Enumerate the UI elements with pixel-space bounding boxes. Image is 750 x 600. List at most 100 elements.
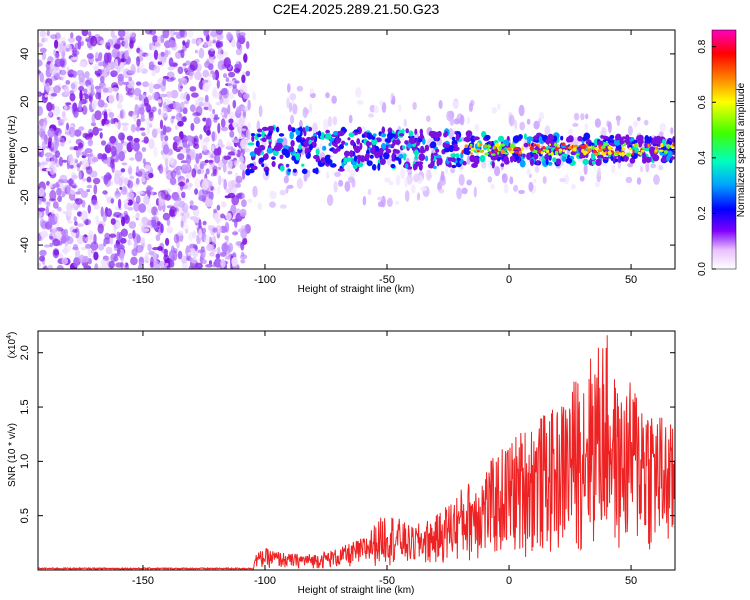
spectrogram-cell (85, 236, 94, 244)
spectrogram-cell (173, 31, 181, 36)
spectrogram-cell (630, 137, 634, 142)
spectrogram-cell (626, 152, 632, 157)
spectrogram-cell (90, 36, 98, 47)
spectrogram-cell (287, 83, 291, 93)
spectrogram-cell (169, 157, 175, 165)
spectrogram-cell (64, 242, 68, 247)
spectrogram-cell (521, 146, 524, 151)
spectrogram-cell (195, 153, 200, 165)
spectrogram-cell (240, 138, 248, 150)
spectrogram-cell (610, 155, 614, 161)
spectrogram-cell (672, 143, 675, 147)
spectrogram-cell (182, 107, 188, 115)
spectrogram-cell (448, 145, 455, 153)
spectrogram-cell (47, 128, 55, 138)
spectrogram-cell (144, 171, 151, 181)
spectrogram-cell (43, 244, 51, 248)
spectrogram-cell (493, 145, 496, 149)
spectrogram-cell (227, 104, 231, 115)
spectrogram-cell (82, 105, 88, 115)
spectrogram-cell (645, 156, 652, 163)
spectrogram-cell (149, 42, 153, 51)
spectrogram-cell (180, 220, 184, 228)
spectrogram-cell (123, 177, 129, 186)
spectrogram-cell (103, 174, 109, 185)
spectrogram-cell (621, 147, 626, 150)
ytick-label: -40 (19, 237, 31, 253)
spectrogram-cell (78, 101, 82, 112)
spectrogram-cell (117, 93, 124, 104)
spectrogram-cell (479, 143, 483, 147)
spectrogram-cell (188, 231, 194, 242)
spectrogram-cell (381, 126, 386, 134)
spectrogram-cell (38, 42, 44, 48)
spectrogram-cell (183, 163, 191, 173)
spectrogram-cell (155, 127, 161, 134)
spectrogram-cell (325, 158, 333, 165)
spectrogram-cell (108, 93, 115, 105)
spectrogram-cell (451, 164, 457, 169)
spectrogram-cell (547, 133, 554, 142)
spectrogram-cell (177, 66, 184, 75)
spectrogram-cell (257, 145, 262, 154)
spectrogram-cell (161, 248, 169, 254)
spectrogram-cell (503, 183, 509, 194)
spectrogram-cell (391, 133, 396, 138)
spectrogram-cell (221, 126, 228, 132)
spectrogram-cell (179, 30, 185, 38)
spectrogram-cell (297, 147, 303, 154)
spectrogram-cell (239, 37, 245, 45)
spectrogram-cell (120, 168, 126, 173)
spectrogram-cell (221, 242, 228, 253)
spectrogram-cell (215, 101, 221, 106)
spectrogram-cell (193, 138, 198, 143)
spectrogram-cell (116, 231, 121, 242)
spectrogram-cell (52, 201, 59, 209)
spectrogram-cell (343, 150, 351, 157)
spectrogram-cell (129, 175, 135, 180)
spectrogram-cell (91, 157, 99, 163)
spectrogram-cell (100, 258, 108, 266)
spectrogram-cell (199, 163, 204, 170)
spectrogram-cell (160, 51, 165, 57)
chart-title: C2E4.2025.289.21.50.G23 (273, 1, 440, 17)
spectrogram-cell (49, 242, 54, 248)
spectrogram-cell (46, 102, 53, 112)
spectrogram-cell (214, 153, 221, 164)
spectrogram-cell (81, 178, 87, 182)
spectrogram-cell (113, 211, 122, 218)
spectrogram-cell (58, 36, 67, 45)
xtick-label: -50 (379, 575, 395, 587)
spectrogram-cell (289, 131, 295, 140)
spectrogram-cell (385, 138, 391, 143)
spectrogram-cell (194, 188, 199, 195)
spectrogram-cell (592, 145, 595, 151)
spectrogram-cell (194, 71, 203, 81)
spectrogram-cell (545, 149, 550, 154)
spectrogram-cell (318, 143, 324, 155)
spectrogram-cell (312, 122, 318, 134)
spectrogram-cell (419, 128, 423, 135)
spectrogram-cell (518, 148, 522, 151)
spectrogram-cell (138, 203, 147, 213)
spectrogram-cell (654, 146, 659, 151)
spectrogram-cell (645, 139, 652, 144)
spectrogram-cell (190, 205, 199, 211)
spectrogram-cell (548, 143, 552, 146)
spectrogram-cell (78, 142, 84, 149)
spectrogram-cell (79, 61, 87, 68)
spectrogram-cell (414, 162, 421, 167)
spectrogram-cell (269, 201, 276, 208)
spectrogram-cell (519, 121, 525, 131)
spectrogram-cell (296, 178, 303, 190)
spectrogram-cell (645, 161, 650, 173)
spectrogram-cell (75, 191, 82, 195)
spectrogram-cell (102, 211, 107, 223)
spectrogram-cell (550, 151, 554, 156)
spectrogram-cell (497, 103, 501, 111)
spectrogram-cell (207, 181, 213, 187)
spectrogram-cell (192, 142, 196, 148)
spectrogram-cell (57, 83, 62, 90)
spectrogram-cell (57, 206, 62, 212)
spectrogram-cell (328, 142, 332, 147)
